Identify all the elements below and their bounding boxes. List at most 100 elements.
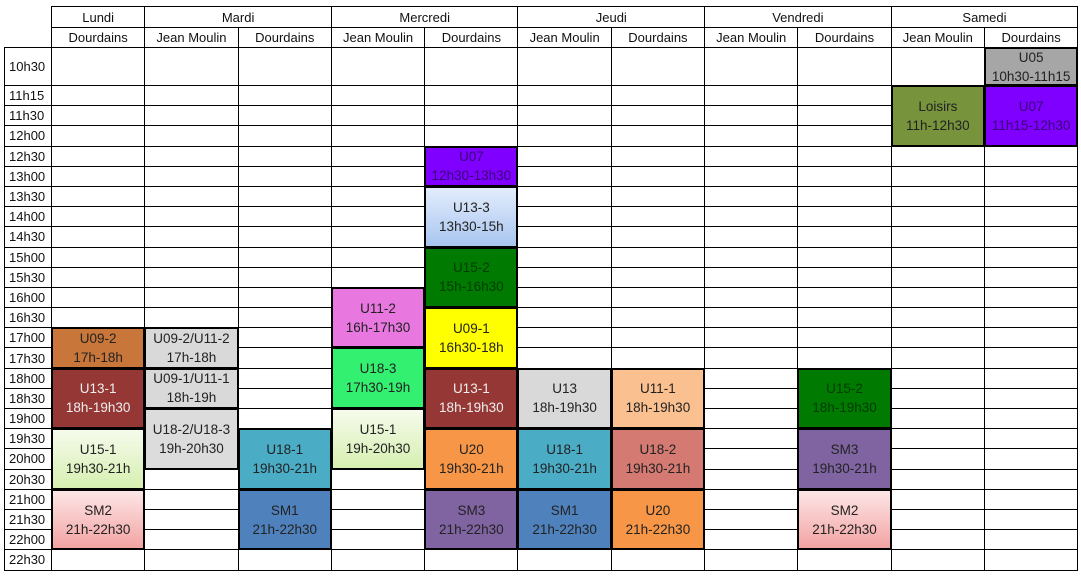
event-block[interactable]: SM3 19h30-21h	[797, 428, 892, 490]
event-time: 12h30-13h30	[431, 168, 512, 184]
empty-slot	[797, 226, 892, 248]
empty-slot	[51, 246, 146, 268]
empty-slot	[51, 47, 146, 86]
event-block[interactable]: U13-1 18h-19h30	[51, 367, 146, 430]
event-block[interactable]: U11-2 16h-17h30	[330, 286, 426, 349]
empty-slot	[237, 327, 332, 349]
time-label: 12h00	[4, 125, 52, 147]
event-label: SM2	[84, 502, 113, 518]
empty-slot	[51, 125, 146, 147]
event-block[interactable]: U18-2 19h30-21h	[610, 428, 706, 490]
event-block[interactable]: U09-2 17h-18h	[51, 327, 146, 369]
event-label: U20	[645, 502, 671, 518]
empty-slot	[144, 266, 239, 288]
empty-slot	[610, 165, 706, 187]
empty-slot	[704, 165, 799, 187]
empty-slot	[144, 185, 239, 208]
empty-slot	[51, 105, 146, 127]
empty-slot	[983, 185, 1079, 208]
event-label: U13-1	[79, 381, 117, 397]
empty-slot	[797, 307, 892, 329]
event-block[interactable]: U18-3 17h30-19h	[330, 347, 426, 409]
empty-slot	[330, 165, 426, 187]
event-block[interactable]: U15-1 19h-20h30	[330, 408, 426, 470]
event-block[interactable]: U13 18h-19h30	[517, 367, 612, 430]
event-block[interactable]: U15-2 18h-19h30	[797, 367, 892, 430]
event-block[interactable]: SM1 21h-22h30	[517, 488, 612, 551]
empty-slot	[144, 529, 239, 551]
empty-slot	[610, 185, 706, 208]
site-header: Jean Moulin	[330, 27, 426, 48]
event-block[interactable]: U15-1 19h30-21h	[51, 428, 146, 490]
event-block[interactable]: SM1 21h-22h30	[237, 488, 332, 551]
event-block[interactable]: U20 21h-22h30	[610, 488, 706, 551]
event-block[interactable]: U09-2/U11-2 17h-18h	[144, 327, 239, 369]
event-block[interactable]: U09-1/U11-1 18h-19h	[144, 367, 239, 409]
event-block[interactable]: SM3 21h-22h30	[424, 488, 519, 551]
event-label: U18-2/U18-3	[152, 421, 231, 437]
empty-slot	[144, 508, 239, 531]
time-label: 13h30	[4, 185, 52, 208]
empty-slot	[517, 347, 612, 369]
event-time: 13h30-15h	[439, 218, 504, 234]
empty-slot	[330, 529, 426, 551]
event-block[interactable]: U07 12h30-13h30	[424, 145, 519, 187]
empty-slot	[704, 105, 799, 127]
event-label: U11-2	[360, 300, 396, 316]
empty-slot	[330, 266, 426, 288]
event-block[interactable]: U18-1 19h30-21h	[237, 428, 332, 490]
empty-slot	[144, 488, 239, 510]
day-header: Vendredi	[704, 6, 892, 28]
event-block[interactable]: SM2 21h-22h30	[797, 488, 892, 551]
empty-slot	[797, 47, 892, 86]
empty-slot	[330, 246, 426, 268]
event-block[interactable]: U09-1 16h30-18h	[424, 307, 519, 369]
event-block[interactable]: U18-1 19h30-21h	[517, 428, 612, 490]
empty-slot	[797, 327, 892, 349]
event-time: 17h30-19h	[345, 380, 411, 396]
empty-slot	[237, 266, 332, 288]
time-label: 17h00	[4, 327, 52, 349]
time-label: 12h30	[4, 145, 52, 167]
empty-slot	[144, 549, 239, 571]
event-block[interactable]: U20 19h30-21h	[424, 428, 519, 490]
empty-slot	[983, 165, 1079, 187]
empty-slot	[610, 286, 706, 309]
empty-slot	[797, 85, 892, 107]
event-block[interactable]: U07 11h15-12h30	[983, 85, 1079, 147]
empty-slot	[517, 286, 612, 309]
event-block[interactable]: U05 10h30-11h15	[983, 47, 1079, 86]
empty-slot	[330, 85, 426, 107]
empty-slot	[144, 468, 239, 490]
day-header: Jeudi	[517, 6, 706, 28]
time-label: 18h30	[4, 387, 52, 409]
day-header: Samedi	[890, 6, 1079, 28]
event-block[interactable]: U15-2 15h-16h30	[424, 246, 519, 309]
empty-slot	[424, 125, 519, 147]
event-block[interactable]: U13-1 18h-19h30	[424, 367, 519, 430]
time-label: 16h00	[4, 286, 52, 309]
event-block[interactable]: U13-3 13h30-15h	[424, 185, 519, 248]
event-time: 18h-19h30	[65, 400, 131, 416]
empty-slot	[51, 226, 146, 248]
empty-slot	[797, 549, 892, 571]
empty-slot	[890, 226, 985, 248]
empty-slot	[51, 549, 146, 571]
time-label: 14h00	[4, 206, 52, 228]
event-time: 21h-22h30	[252, 521, 318, 537]
empty-slot	[144, 47, 239, 86]
event-label: U18-3	[359, 361, 397, 377]
empty-slot	[517, 185, 612, 208]
empty-slot	[610, 549, 706, 571]
day-header: Mercredi	[330, 6, 519, 28]
event-block[interactable]: SM2 21h-22h30	[51, 488, 146, 551]
event-label: U18-2	[639, 441, 677, 457]
schedule-grid: Lundi Dourdains Mardi Jean Moulin Dourdains M…	[4, 6, 1079, 571]
event-block[interactable]: U11-1 18h-19h30	[610, 367, 706, 430]
event-block[interactable]: Loisirs 11h-12h30	[890, 85, 985, 147]
empty-slot	[51, 185, 146, 208]
event-label: SM1	[550, 502, 579, 518]
empty-slot	[517, 549, 612, 571]
empty-slot	[51, 85, 146, 107]
event-block[interactable]: U18-2/U18-3 19h-20h30	[144, 408, 239, 470]
